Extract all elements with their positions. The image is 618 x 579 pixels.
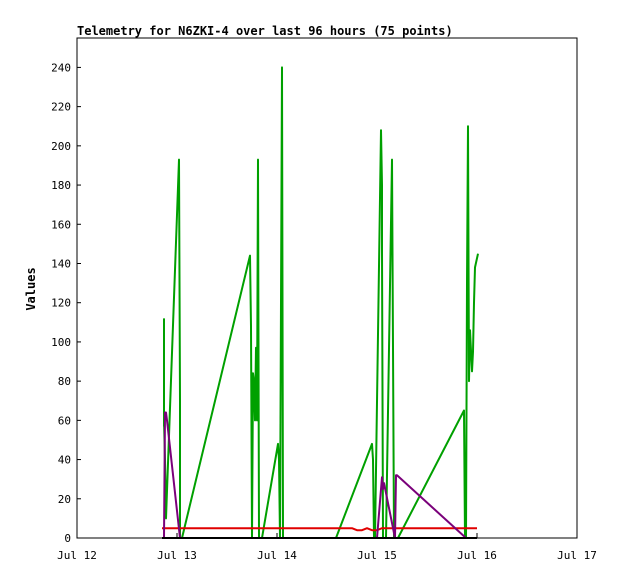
series-layer xyxy=(162,66,479,539)
y-axis-label: Values xyxy=(24,267,38,310)
x-tick-label: Jul 12 xyxy=(57,549,97,562)
y-tick-label: 120 xyxy=(51,297,71,310)
y-axis: 0 20 40 60 80 100 120 140 160 180 200 220 240 xyxy=(51,61,81,545)
y-tick-label: 100 xyxy=(51,336,71,349)
y-tick-label: 160 xyxy=(51,218,71,231)
y-tick-label: 40 xyxy=(58,454,71,467)
x-tick-label: Jul 17 xyxy=(557,549,597,562)
y-tick-label: 60 xyxy=(58,414,71,427)
x-axis: Jul 12 Jul 13 Jul 14 Jul 15 Jul 16 Jul 17 xyxy=(57,533,597,562)
y-tick-label: 80 xyxy=(58,375,71,388)
y-tick-label: 0 xyxy=(64,532,71,545)
y-tick-label: 20 xyxy=(58,493,71,506)
y-tick-label: 200 xyxy=(51,140,71,153)
x-tick-label: Jul 15 xyxy=(357,549,397,562)
series-line-2 xyxy=(162,527,477,532)
y-tick-label: 220 xyxy=(51,101,71,114)
y-tick-label: 180 xyxy=(51,179,71,192)
y-tick-label: 240 xyxy=(51,61,71,74)
y-tick-label: 140 xyxy=(51,257,71,270)
chart-title: Telemetry for N6ZKI-4 over last 96 hours… xyxy=(77,24,453,38)
x-tick-label: Jul 14 xyxy=(257,549,297,562)
plot-area xyxy=(76,37,578,539)
x-tick-label: Jul 16 xyxy=(457,549,497,562)
x-tick-label: Jul 13 xyxy=(157,549,197,562)
